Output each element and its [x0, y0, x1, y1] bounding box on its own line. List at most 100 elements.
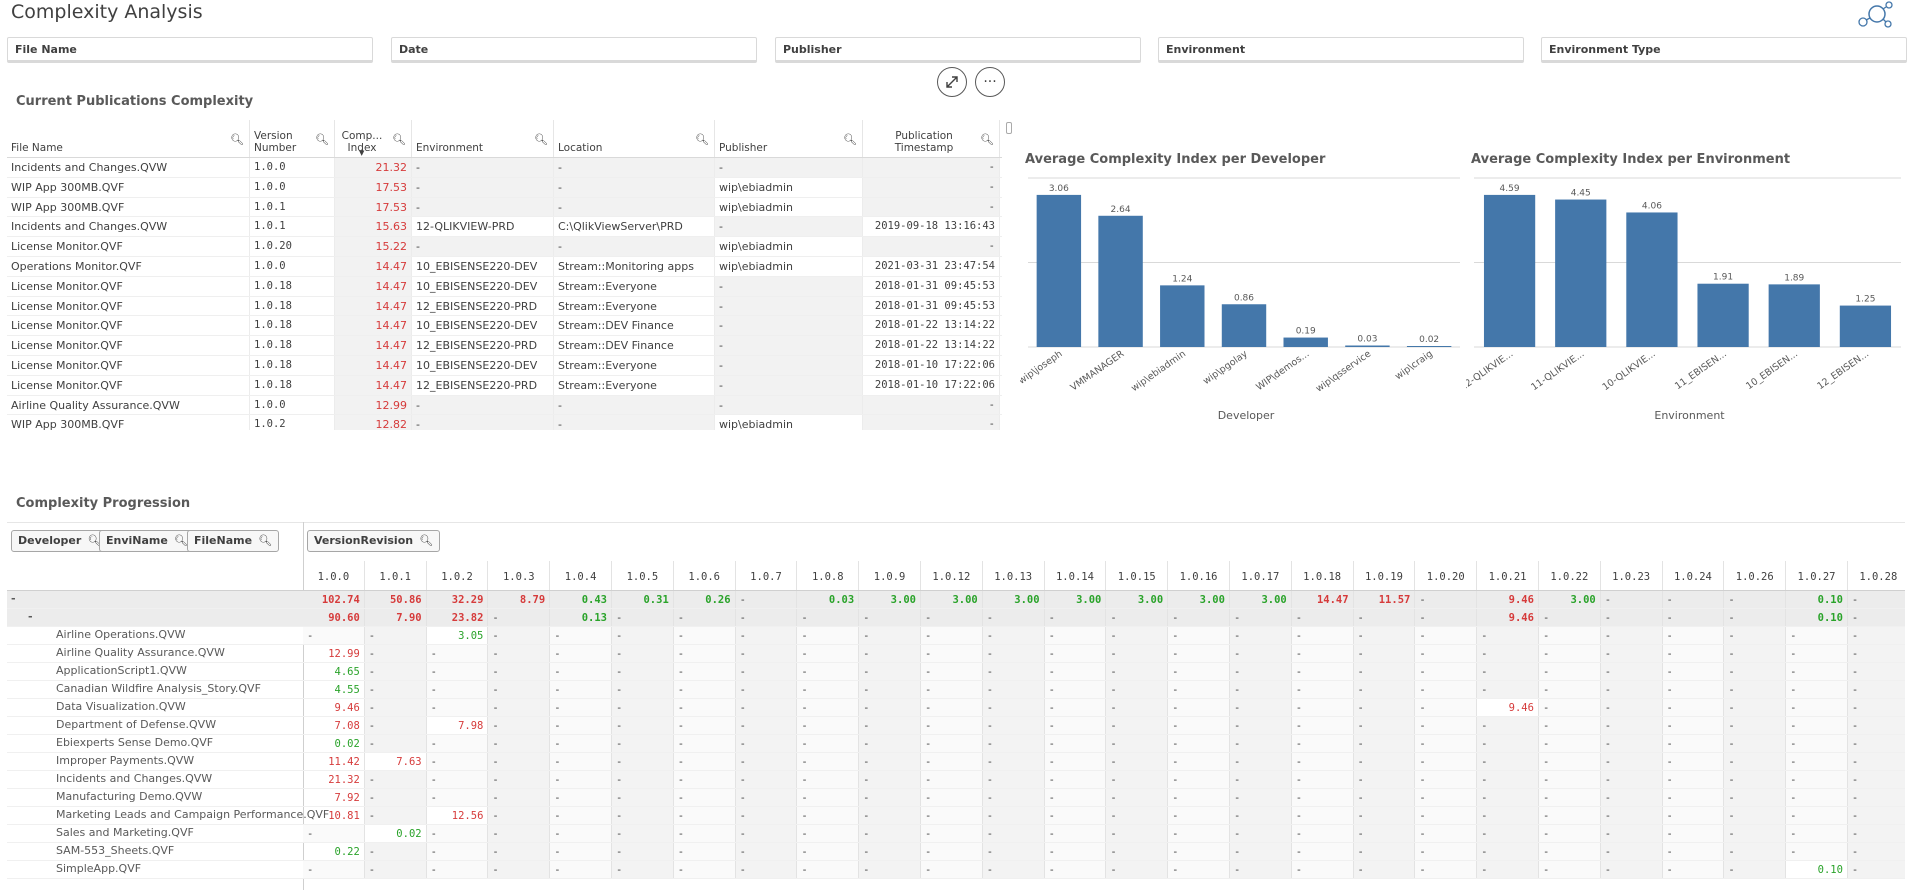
search-icon[interactable]: 🔍︎ — [230, 133, 244, 146]
search-icon[interactable]: 🔍︎ — [695, 133, 709, 146]
version-header[interactable]: 1.0.22 — [1539, 561, 1601, 590]
pivot-row-label[interactable]: Department of Defense.QVW — [7, 717, 303, 735]
version-header[interactable]: 1.0.20 — [1415, 561, 1478, 590]
table-scrollbar[interactable] — [1006, 122, 1012, 134]
expand-button[interactable] — [937, 67, 967, 97]
dim-versionrevision-button[interactable]: VersionRevision 🔍︎ — [307, 530, 441, 552]
version-header[interactable]: 1.0.23 — [1601, 561, 1663, 590]
version-header[interactable]: 1.0.4 — [550, 561, 612, 590]
table-row[interactable]: License Monitor.QVF 1.0.18 14.47 10_EBISENS… — [7, 316, 1002, 337]
pivot-row-label[interactable]: Incidents and Changes.QVW — [7, 771, 303, 789]
pivot-row-label[interactable]: SAM-553_Sheets.QVF — [7, 843, 303, 861]
version-header[interactable]: 1.0.12 — [921, 561, 983, 590]
search-icon[interactable]: 🔍︎ — [843, 133, 857, 146]
pivot-row-label[interactable]: Manufacturing Demo.QVW — [7, 789, 303, 807]
col-header-environment[interactable]: Environment 🔍︎ — [412, 120, 554, 157]
table-row[interactable]: WIP App 300MB.QVF 1.0.0 17.53- - wip\ebiadmi… — [7, 177, 1002, 198]
version-header[interactable]: 1.0.24 — [1663, 561, 1725, 590]
bar[interactable] — [1768, 284, 1820, 347]
pivot-row-label[interactable]: Ebiexperts Sense Demo.QVF — [7, 735, 303, 753]
table-row[interactable]: License Monitor.QVF 1.0.18 14.47 10_EBISENS… — [7, 276, 1002, 297]
table-row[interactable]: License Monitor.QVF 1.0.20 15.22- - wip\ebia… — [7, 237, 1002, 257]
bar[interactable] — [1160, 285, 1205, 347]
version-header[interactable]: 1.0.3 — [488, 561, 551, 590]
version-header[interactable]: 1.0.17 — [1230, 561, 1292, 590]
pivot-row-label[interactable]: Airline Operations.QVW — [7, 627, 303, 645]
filter-date[interactable]: Date — [391, 37, 757, 63]
col-header-complexity-index[interactable]: Comp... Index 🔍︎ ▼ — [335, 120, 412, 157]
table-row[interactable]: License Monitor.QVF 1.0.18 14.47 12_EBISENS… — [7, 336, 1002, 356]
col-header-version-number[interactable]: Version Number 🔍︎ — [250, 120, 335, 157]
search-icon[interactable]: 🔍︎ — [392, 133, 406, 146]
table-row[interactable]: Operations Monitor.QVF 1.0.0 14.47 10_EBISE… — [7, 256, 1002, 277]
version-header[interactable]: 1.0.1 — [365, 561, 427, 590]
version-header[interactable]: 1.0.21 — [1477, 561, 1539, 590]
version-header[interactable]: 1.0.27 — [1786, 561, 1848, 590]
col-header-location[interactable]: Location 🔍︎ — [554, 120, 715, 157]
col-header-file-name[interactable]: File Name 🔍︎ — [7, 120, 250, 157]
version-header[interactable]: 1.0.16 — [1168, 561, 1230, 590]
bar[interactable] — [1345, 345, 1390, 347]
version-header[interactable]: 1.0.6 — [674, 561, 736, 590]
table-row[interactable]: WIP App 300MB.QVF 1.0.2 12.82- - wip\ebiadmi… — [7, 415, 1002, 430]
search-icon[interactable]: 🔍︎ — [315, 133, 329, 146]
pivot-row-label[interactable]: Marketing Leads and Campaign Performance… — [7, 807, 329, 825]
dim-enviname-button[interactable]: EnviName 🔍︎ — [99, 530, 195, 552]
pivot-row-label[interactable]: ApplicationScript1.QVW — [7, 663, 303, 681]
pivot-row-label[interactable]: - — [7, 591, 303, 609]
pivot-row-label[interactable]: SimpleApp.QVF — [7, 861, 303, 879]
version-header[interactable]: 1.0.13 — [983, 561, 1045, 590]
pivot-row-label[interactable]: Improper Payments.QVW — [7, 753, 303, 771]
table-row[interactable]: License Monitor.QVF 1.0.18 14.47 10_EBISENS… — [7, 355, 1002, 376]
bar[interactable] — [1626, 212, 1678, 347]
version-header[interactable]: 1.0.15 — [1106, 561, 1169, 590]
version-header[interactable]: 1.0.2 — [427, 561, 489, 590]
table-row[interactable]: WIP App 300MB.QVF 1.0.1 17.53- - wip\ebiadmi… — [7, 197, 1002, 218]
table-row[interactable]: Incidents and Changes.QVW 1.0.1 15.63 12-QL… — [7, 217, 1002, 238]
bar[interactable] — [1839, 305, 1892, 347]
dim-developer-button[interactable]: Developer 🔍︎ — [11, 530, 109, 552]
table-row[interactable]: License Monitor.QVF 1.0.18 14.47 12_EBISENS… — [7, 375, 1002, 396]
filter-publisher[interactable]: Publisher — [775, 37, 1141, 63]
bar[interactable] — [1283, 337, 1328, 347]
col-header-publication-timestamp[interactable]: Publication Timestamp 🔍︎ — [863, 120, 1000, 157]
version-header[interactable]: 1.0.7 — [736, 561, 798, 590]
version-header[interactable]: 1.0.14 — [1045, 561, 1107, 590]
dim-filename-button[interactable]: FileName 🔍︎ — [187, 530, 280, 552]
search-icon[interactable]: 🔍︎ — [87, 534, 102, 547]
pivot-row-label[interactable]: Canadian Wildfire Analysis_Story.QVF — [7, 681, 303, 699]
version-header[interactable]: 1.0.0 — [303, 561, 365, 590]
col-header-publisher[interactable]: Publisher 🔍︎ — [715, 120, 863, 157]
bar[interactable] — [1098, 215, 1143, 347]
version-header[interactable]: 1.0.9 — [859, 561, 921, 590]
pivot-row-label[interactable]: Sales and Marketing.QVF — [7, 825, 303, 843]
search-icon[interactable]: 🔍︎ — [419, 534, 434, 547]
pivot-row-label[interactable]: Airline Quality Assurance.QVW — [7, 645, 303, 663]
more-options-button[interactable]: ··· — [975, 67, 1005, 97]
filter-environment-type[interactable]: Environment Type — [1541, 37, 1907, 63]
pivot-cell: - — [1168, 789, 1230, 806]
version-header[interactable]: 1.0.26 — [1724, 561, 1787, 590]
filter-environment[interactable]: Environment — [1158, 37, 1524, 63]
bar[interactable] — [1697, 283, 1749, 347]
search-icon[interactable]: 🔍︎ — [534, 133, 548, 146]
table-row[interactable]: License Monitor.QVF 1.0.18 14.47 12_EBISENS… — [7, 296, 1002, 317]
version-header[interactable]: 1.0.8 — [797, 561, 860, 590]
bar[interactable] — [1406, 346, 1452, 347]
bar[interactable] — [1555, 199, 1607, 347]
bar[interactable] — [1483, 194, 1536, 347]
search-icon[interactable]: 🔍︎ — [980, 133, 994, 146]
version-header[interactable]: 1.0.5 — [612, 561, 674, 590]
version-header[interactable]: 1.0.19 — [1354, 561, 1416, 590]
bar[interactable] — [1221, 304, 1267, 347]
version-header[interactable]: 1.0.28 — [1848, 561, 1905, 590]
search-icon[interactable]: 🔍︎ — [258, 534, 273, 547]
bar[interactable] — [1036, 194, 1082, 347]
pivot-row-label[interactable]: - — [7, 609, 303, 627]
version-header[interactable]: 1.0.18 — [1292, 561, 1354, 590]
table-row[interactable]: Airline Quality Assurance.QVW 1.0.0 12.99-… — [7, 395, 1002, 416]
search-icon[interactable]: 🔍︎ — [173, 534, 188, 547]
table-row[interactable]: Incidents and Changes.QVW 1.0.0 21.32- - - - — [7, 158, 1002, 178]
filter-file-name[interactable]: File Name — [7, 37, 373, 63]
pivot-row-label[interactable]: Data Visualization.QVW — [7, 699, 303, 717]
